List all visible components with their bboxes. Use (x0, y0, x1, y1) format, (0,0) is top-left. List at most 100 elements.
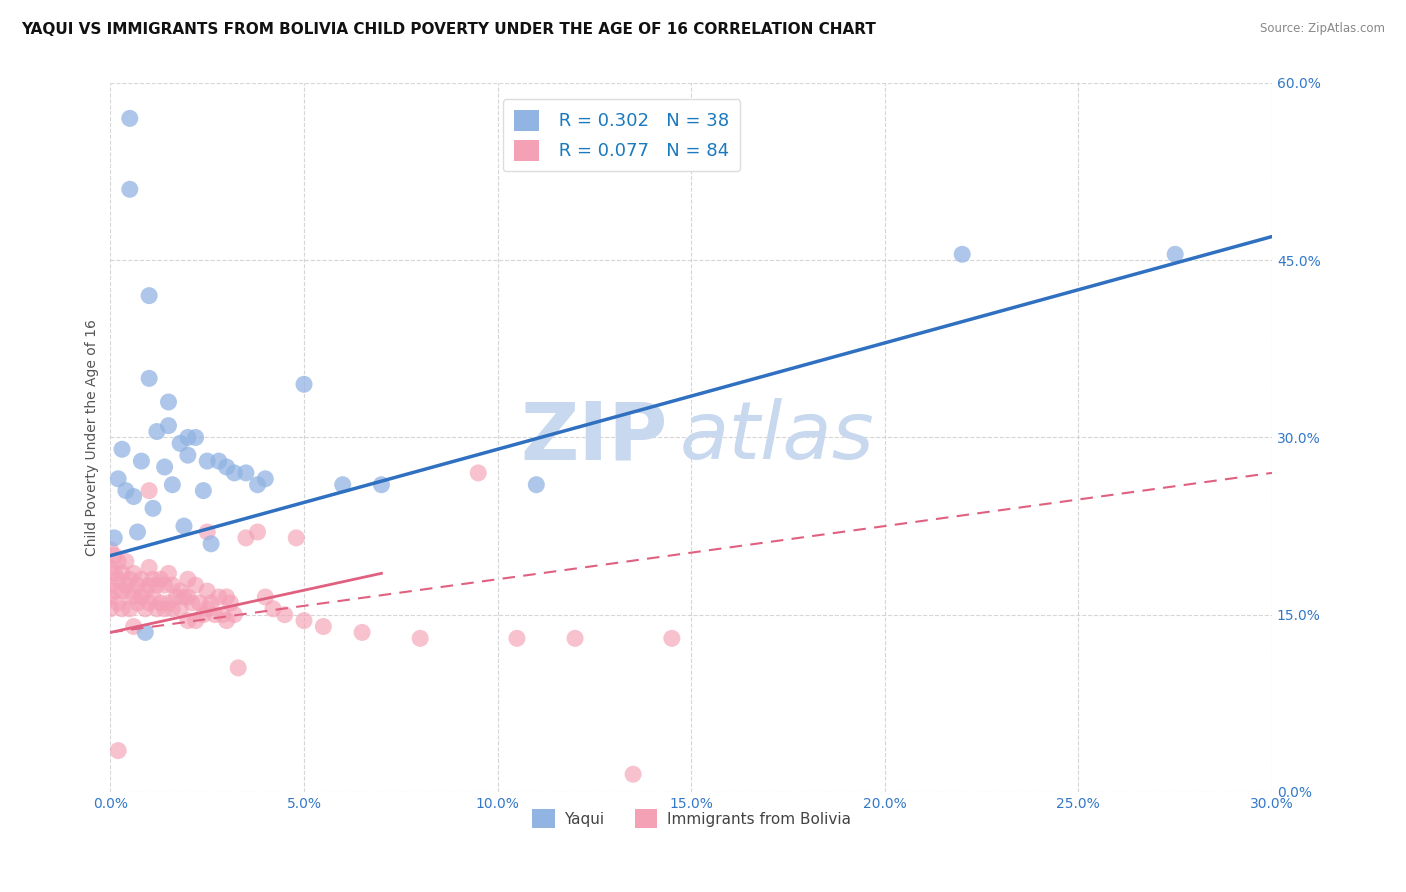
Point (153, 602, 176, 616)
Point (107, 743, 129, 757)
Point (134, 584, 156, 599)
Y-axis label: Child Poverty Under the Age of 16: Child Poverty Under the Age of 16 (86, 319, 100, 556)
Point (169, 436, 191, 450)
Text: ZIP: ZIP (520, 399, 668, 476)
Point (184, 614, 207, 628)
Point (235, 466, 257, 480)
Point (111, 602, 134, 616)
Point (1164, 247, 1187, 261)
Point (107, 472, 129, 486)
Point (467, 466, 489, 480)
Point (100, 590, 122, 604)
Point (177, 572, 200, 586)
Point (134, 602, 156, 616)
Point (246, 477, 269, 491)
Point (127, 578, 149, 592)
Point (226, 661, 249, 675)
Point (215, 614, 238, 628)
Point (195, 454, 218, 468)
Point (103, 584, 125, 599)
Point (184, 578, 207, 592)
Point (118, 584, 141, 599)
Point (146, 578, 169, 592)
Point (100, 560, 122, 574)
Point (177, 448, 200, 462)
Point (134, 625, 156, 640)
Point (142, 572, 165, 586)
Point (107, 572, 129, 586)
Point (100, 542, 122, 557)
Point (103, 531, 125, 545)
Point (138, 288, 160, 302)
Point (131, 454, 153, 468)
Point (204, 607, 226, 622)
Point (621, 767, 644, 781)
Point (157, 418, 180, 433)
Point (173, 590, 195, 604)
Point (149, 572, 172, 586)
Point (200, 537, 222, 551)
Point (131, 590, 153, 604)
Point (142, 590, 165, 604)
Text: Source: ZipAtlas.com: Source: ZipAtlas.com (1260, 22, 1385, 36)
Point (285, 531, 308, 545)
Point (122, 590, 145, 604)
Point (131, 572, 153, 586)
Point (224, 466, 246, 480)
Point (149, 596, 172, 610)
Point (169, 602, 191, 616)
Point (215, 590, 238, 604)
Point (146, 425, 169, 439)
Point (127, 596, 149, 610)
Point (292, 377, 315, 392)
Text: YAQUI VS IMMIGRANTS FROM BOLIVIA CHILD POVERTY UNDER THE AGE OF 16 CORRELATION C: YAQUI VS IMMIGRANTS FROM BOLIVIA CHILD P… (21, 22, 876, 37)
Point (138, 483, 160, 498)
Point (177, 430, 200, 444)
Point (118, 602, 141, 616)
Point (193, 483, 215, 498)
Point (162, 477, 184, 491)
Point (111, 442, 134, 457)
Point (262, 602, 284, 616)
Point (169, 584, 191, 599)
Point (118, 112, 141, 126)
Point (524, 477, 547, 491)
Point (177, 590, 200, 604)
Point (138, 560, 160, 574)
Point (235, 531, 257, 545)
Point (107, 555, 129, 569)
Point (122, 566, 145, 581)
Point (188, 596, 211, 610)
Point (157, 566, 180, 581)
Point (200, 596, 222, 610)
Point (312, 619, 335, 633)
Point (118, 182, 141, 196)
Point (122, 619, 145, 633)
Point (111, 566, 134, 581)
Point (215, 460, 238, 475)
Point (138, 578, 160, 592)
Point (195, 584, 218, 599)
Point (211, 607, 233, 622)
Point (195, 602, 218, 616)
Point (103, 566, 125, 581)
Point (162, 578, 184, 592)
Point (292, 614, 315, 628)
Point (254, 590, 277, 604)
Point (138, 596, 160, 610)
Point (173, 519, 195, 533)
Point (254, 472, 277, 486)
Point (332, 477, 354, 491)
Point (273, 607, 295, 622)
Legend: Yaqui, Immigrants from Bolivia: Yaqui, Immigrants from Bolivia (526, 803, 856, 834)
Point (122, 490, 145, 504)
Point (177, 614, 200, 628)
Point (153, 460, 176, 475)
Point (107, 596, 129, 610)
Point (115, 483, 138, 498)
Point (157, 596, 180, 610)
Point (180, 596, 202, 610)
Point (564, 632, 586, 646)
Point (138, 371, 160, 385)
Point (142, 501, 165, 516)
